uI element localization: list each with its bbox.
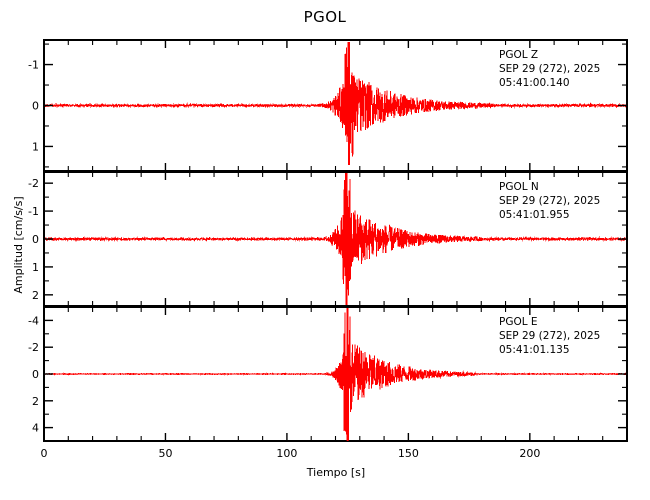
panel-3: 4 2 0 -2 -4 PGOL E SEP 29 (272), 2025 05:41:01.… xyxy=(28,306,628,442)
waveform-trace-2 xyxy=(44,172,627,306)
y-tick-label: -2 xyxy=(28,341,39,354)
y-tick-label: 1 xyxy=(32,140,39,153)
y-tick-label: -1 xyxy=(28,205,39,218)
y-tick-label: 1 xyxy=(32,261,39,274)
waveform-trace-1 xyxy=(44,42,627,165)
annotation-date: SEP 29 (272), 2025 xyxy=(499,63,600,75)
annotation-date: SEP 29 (272), 2025 xyxy=(499,195,600,207)
y-tick-label: 0 xyxy=(32,233,39,246)
x-tick-label: 100 xyxy=(276,447,297,460)
x-axis: 0 50 100 150 200 xyxy=(41,428,540,460)
y-axis-label: Amplitud [cm/s/s] xyxy=(12,196,25,293)
x-tick-label: 50 xyxy=(158,447,172,460)
panel-2: 2 1 0 -1 -2 PGOL N SEP 29 (272), 2025 05:41:01.… xyxy=(28,171,628,307)
x-tick-label: 150 xyxy=(398,447,419,460)
y-tick-label: 0 xyxy=(32,100,39,113)
y-tick-label: -4 xyxy=(28,314,39,327)
y-tick-label: 4 xyxy=(32,422,39,435)
panel-1: 1 0 -1 PGOL Z SEP 29 (272), 2025 05:41:00.140 xyxy=(28,39,628,172)
x-tick-label: 200 xyxy=(519,447,540,460)
annotation-station-channel: PGOL Z xyxy=(499,49,538,61)
y-tick-label: 0 xyxy=(32,368,39,381)
annotation-time: 05:41:01.955 xyxy=(499,209,570,221)
y-tick-label: -2 xyxy=(28,177,39,190)
page-title: PGOL xyxy=(303,8,347,26)
y-tick-label: 2 xyxy=(32,395,39,408)
annotation-station-channel: PGOL N xyxy=(499,181,539,193)
x-tick-label: 0 xyxy=(41,447,48,460)
annotation-time: 05:41:00.140 xyxy=(499,77,570,89)
annotation-station-channel: PGOL E xyxy=(499,316,538,328)
annotation-date: SEP 29 (272), 2025 xyxy=(499,330,600,342)
panels-group: 1 0 -1 PGOL Z SEP 29 (272), 2025 05:41:00.140… xyxy=(28,39,628,442)
annotation-time: 05:41:01.135 xyxy=(499,344,570,356)
y-tick-label: -1 xyxy=(28,59,39,72)
y-tick-label: 2 xyxy=(32,289,39,302)
x-axis-label: Tiempo [s] xyxy=(306,466,365,479)
waveform-trace-3 xyxy=(44,307,627,441)
